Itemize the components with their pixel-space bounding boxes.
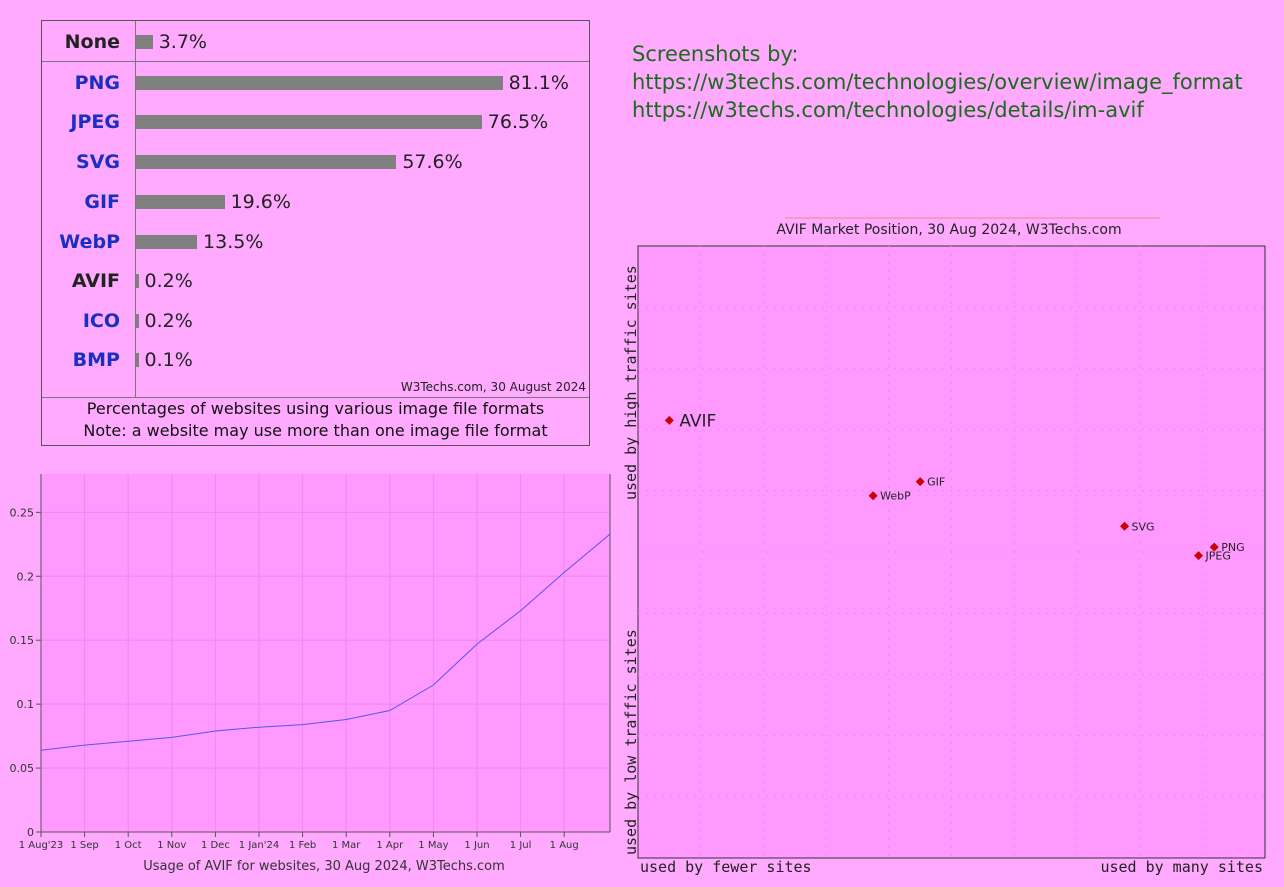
x-tick-label: 1 Dec [201, 840, 230, 851]
x-label-fewer: used by fewer sites [640, 858, 812, 876]
source-link-overview[interactable]: https://w3techs.com/technologies/overvie… [632, 70, 1243, 94]
y-tick-label: 0 [27, 826, 34, 839]
label-divider [135, 21, 136, 397]
bar-label-svg[interactable]: SVG [76, 151, 120, 173]
bar-label-jpeg[interactable]: JPEG [70, 111, 120, 133]
x-tick-label: 1 Feb [289, 840, 316, 851]
y-tick-labels: 0 0.05 0.1 0.15 0.2 0.25 [10, 506, 41, 839]
x-tick-labels: 1 Aug'23 1 Sep 1 Oct 1 Nov 1 Dec 1 Jan'24 1 Fe… [19, 832, 579, 851]
x-tick-label: 1 Mar [332, 840, 361, 851]
x-tick-label: 1 Jan'24 [239, 840, 279, 851]
x-tick-label: 1 Oct [115, 840, 142, 851]
y-tick-label: 0.25 [10, 506, 35, 519]
bar-bmp [136, 353, 139, 367]
bar-value-bmp: 0.1% [144, 349, 193, 371]
bar-gif [136, 195, 225, 209]
x-tick-label: 1 Sep [70, 840, 98, 851]
bar-label-webp[interactable]: WebP [59, 231, 120, 253]
bar-none [136, 35, 153, 49]
bar-value-avif: 0.2% [144, 270, 193, 292]
point-gif [915, 477, 925, 487]
y-tick-label: 0.2 [17, 570, 35, 583]
bar-row-png: PNG 81.1% [42, 68, 589, 98]
point-label-avif: AVIF [679, 411, 716, 431]
plot-area [41, 474, 610, 832]
bar-label-avif: AVIF [71, 270, 120, 292]
line-chart-title: Usage of AVIF for websites, 30 Aug 2024,… [143, 859, 505, 874]
y-label-high-traffic: used by high traffic sites [622, 265, 640, 500]
bar-row-none: None 3.7% [42, 27, 589, 57]
y-tick-label: 0.15 [10, 634, 35, 647]
none-row-divider [42, 61, 589, 62]
bar-label-bmp[interactable]: BMP [72, 349, 120, 371]
caption-divider [42, 397, 589, 398]
screenshots-note: Screenshots by: https://w3techs.com/tech… [632, 40, 1243, 124]
bar-row-avif: AVIF 0.2% [42, 266, 589, 296]
point-avif [664, 415, 674, 425]
bar-ico [136, 314, 139, 328]
point-label-webp: WebP [880, 490, 911, 503]
x-tick-label: 1 Aug [550, 840, 579, 851]
bar-avif [136, 274, 139, 288]
bar-value-png: 81.1% [508, 72, 569, 94]
bar-value-svg: 57.6% [402, 151, 463, 173]
bar-row-gif: GIF 19.6% [42, 187, 589, 217]
bar-value-none: 3.7% [158, 31, 207, 53]
point-label-png: PNG [1221, 541, 1244, 554]
point-webp [868, 491, 878, 501]
bar-row-webp: WebP 13.5% [42, 227, 589, 257]
bar-png [136, 76, 503, 90]
x-tick-label: 1 Aug'23 [19, 840, 64, 851]
bar-row-bmp: BMP 0.1% [42, 345, 589, 375]
image-format-bar-chart: None 3.7% PNG 81.1% JPEG 76.5% SVG 57.6% GIF 19.6… [41, 20, 590, 446]
source-link-details[interactable]: https://w3techs.com/technologies/details… [632, 98, 1144, 122]
bar-value-jpeg: 76.5% [487, 111, 549, 133]
bar-row-svg: SVG 57.6% [42, 147, 589, 177]
x-tick-label: 1 May [418, 840, 448, 851]
bar-jpeg [136, 115, 482, 129]
grid [40, 474, 610, 833]
chart-credit: W3Techs.com, 30 August 2024 [400, 380, 586, 394]
caption-line-1: Percentages of websites using various im… [86, 399, 545, 418]
x-tick-label: 1 Jul [510, 840, 532, 851]
bar-label-ico[interactable]: ICO [82, 310, 120, 332]
x-tick-label: 1 Jun [464, 840, 489, 851]
point-label-svg: SVG [1132, 520, 1155, 533]
scatter-grid [638, 246, 1265, 858]
point-png [1209, 542, 1219, 552]
y-tick-label: 0.1 [17, 698, 35, 711]
usage-series-line [40, 533, 611, 751]
screenshots-heading: Screenshots by: [632, 42, 799, 66]
x-tick-label: 1 Apr [376, 840, 404, 851]
bar-label-gif[interactable]: GIF [84, 191, 120, 213]
x-tick-label: 1 Nov [157, 840, 186, 851]
point-svg [1120, 521, 1130, 531]
bar-row-jpeg: JPEG 76.5% [42, 107, 589, 137]
scatter-title: AVIF Market Position, 30 Aug 2024, W3Tec… [776, 222, 1121, 238]
bar-value-gif: 19.6% [230, 191, 291, 213]
bar-value-webp: 13.5% [203, 231, 264, 253]
avif-usage-line-chart: 00.050.10.150.20.25 1 Aug'23 1 Sep 1 Oct 1 … [10, 474, 611, 874]
point-label-jpeg: JPEG [1205, 550, 1231, 563]
market-position-chart: AVIF Market Position, 30 Aug 2024, W3Tec… [622, 217, 1266, 876]
chart-caption: Percentages of websites using various im… [42, 398, 589, 442]
point-jpeg [1194, 551, 1204, 561]
bar-svg [136, 155, 397, 169]
bar-label-none: None [64, 31, 120, 53]
x-label-many: used by many sites [1100, 858, 1263, 876]
bar-webp [136, 235, 198, 249]
bar-label-png[interactable]: PNG [74, 72, 120, 94]
bar-row-ico: ICO 0.2% [42, 306, 589, 336]
point-label-gif: GIF [927, 476, 945, 489]
caption-line-2: Note: a website may use more than one im… [83, 421, 548, 440]
y-label-low-traffic: used by low traffic sites [622, 629, 640, 855]
bar-value-ico: 0.2% [144, 310, 193, 332]
y-tick-label: 0.05 [10, 762, 35, 775]
